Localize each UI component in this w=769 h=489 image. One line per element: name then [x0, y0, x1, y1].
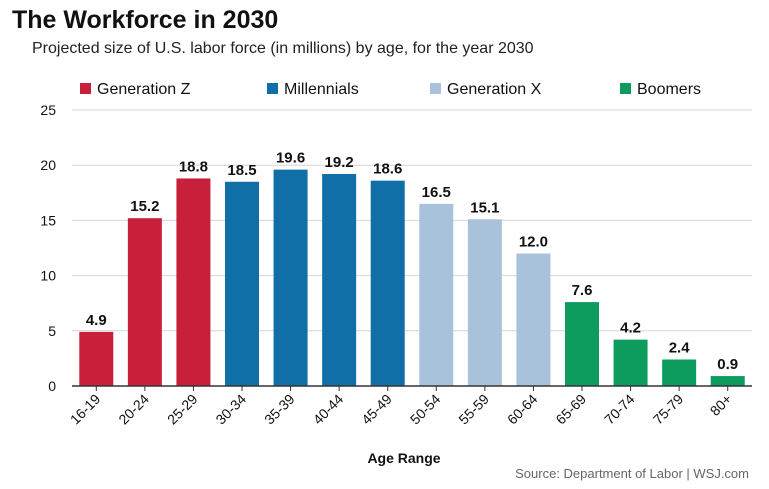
y-axis: 0 5 10 15 20 25	[40, 102, 56, 394]
x-tick-label: 25-29	[164, 391, 201, 428]
bar	[370, 180, 405, 386]
legend-label: Boomers	[637, 81, 701, 98]
legend-swatch	[267, 83, 278, 94]
bar	[467, 219, 502, 386]
x-tick-label: 45-49	[358, 391, 395, 428]
bar	[710, 376, 745, 386]
bar	[79, 331, 114, 386]
bar-value-label: 2.4	[669, 340, 691, 357]
legend-swatch	[430, 83, 441, 94]
legend-swatch	[80, 83, 91, 94]
x-tick-label: 35-39	[261, 391, 298, 428]
bar-value-label: 19.6	[276, 150, 305, 167]
y-tick-label: 25	[40, 102, 56, 118]
bar-value-label: 16.5	[422, 184, 451, 201]
bar-value-label: 18.6	[373, 161, 402, 178]
y-tick-label: 20	[40, 157, 56, 173]
bar	[127, 218, 162, 386]
bar	[176, 178, 211, 386]
bar-value-label: 18.8	[179, 158, 208, 175]
bar-value-label: 4.9	[86, 312, 107, 329]
y-tick-label: 15	[40, 212, 56, 228]
x-tick-label: 75-79	[650, 391, 687, 428]
bar	[322, 174, 357, 386]
bar-value-label: 0.9	[717, 356, 738, 373]
x-tick-label: 55-59	[455, 391, 492, 428]
chart-legend: Generation Z Millennials Generation X Boome…	[80, 81, 701, 98]
y-tick-label: 10	[40, 268, 56, 284]
x-tick-label: 65-69	[552, 391, 589, 428]
bar-value-label: 7.6	[572, 282, 593, 299]
x-tick-label: 60-64	[504, 391, 541, 428]
legend-label: Generation Z	[97, 81, 191, 98]
bar	[225, 181, 259, 386]
bar	[419, 203, 454, 386]
x-tick-label: 50-54	[407, 391, 444, 428]
bar-value-label: 15.1	[470, 199, 499, 216]
source-note: Source: Department of Labor | WSJ.com	[515, 466, 749, 481]
legend-label: Generation X	[447, 81, 542, 98]
chart-title: The Workforce in 2030	[12, 6, 279, 34]
x-tick-label: 16-19	[67, 391, 104, 428]
bar	[662, 359, 697, 386]
x-tick-label: 80+	[707, 391, 735, 419]
y-tick-label: 0	[48, 378, 56, 394]
x-tick-label: 30-34	[212, 391, 249, 428]
x-tick-label: 70-74	[601, 391, 638, 428]
x-tick-label: 40-44	[310, 391, 347, 428]
x-axis: 16-19 20-24 25-29 30-34 35-39 40-44 45-49 50-54…	[67, 385, 752, 428]
bar-value-label: 19.2	[325, 154, 354, 171]
bar-value-label: 18.5	[227, 162, 256, 179]
x-tick-label: 20-24	[115, 391, 152, 428]
x-axis-label: Age Range	[367, 450, 440, 466]
bar-value-label: 4.2	[620, 320, 641, 337]
chart-subtitle: Projected size of U.S. labor force (in m…	[32, 40, 534, 57]
bar	[565, 302, 599, 386]
bar	[273, 169, 308, 386]
bar	[613, 339, 648, 386]
bar-value-label: 15.2	[130, 198, 159, 215]
chart-bars: 4.9 15.2 18.8 18.5 19.6 19.2 18.6 16.5 15.1 12.0 7…	[79, 150, 745, 386]
legend-label: Millennials	[284, 81, 359, 98]
bar-value-label: 12.0	[519, 234, 548, 251]
bar	[516, 253, 551, 386]
y-tick-label: 5	[48, 323, 56, 339]
chart-gridlines	[72, 109, 752, 332]
legend-swatch	[620, 83, 631, 94]
